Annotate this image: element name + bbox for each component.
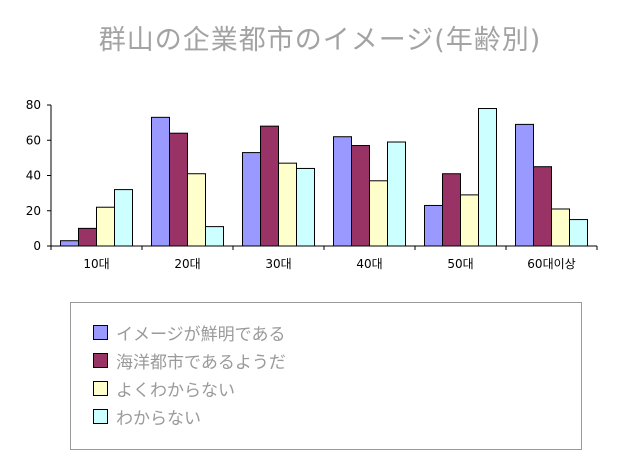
legend-swatch (93, 352, 108, 368)
legend-item: よくわからない (93, 377, 235, 401)
bar-1-40대 (333, 136, 352, 247)
y-tick-label: 0 (33, 239, 41, 253)
bar-3-60대이상 (551, 208, 570, 247)
bar-4-60대이상 (569, 219, 588, 247)
bar-2-10대 (78, 227, 97, 247)
bar-3-50대 (460, 194, 479, 247)
bar-3-20대 (187, 173, 206, 247)
bar-4-10대 (114, 189, 133, 247)
bar-4-30대 (296, 167, 315, 247)
x-tick-label: 10대 (83, 257, 109, 271)
x-tick-labels: 10대 20대 30대 40대 50대 60대이상 (83, 257, 575, 271)
legend-swatch (93, 380, 108, 396)
y-tick-labels: 0 20 40 60 80 (26, 98, 41, 253)
legend-label: わからない (116, 408, 201, 429)
legend-item: わからない (93, 405, 201, 429)
legend-swatch (93, 408, 108, 424)
bar-2-60대이상 (533, 166, 552, 247)
bar-4-20대 (205, 226, 224, 247)
bar-2-40대 (351, 145, 370, 247)
legend-label: よくわからない (116, 380, 235, 401)
bar-1-10대 (60, 240, 79, 247)
bar-3-30대 (278, 162, 297, 247)
x-tick-label: 60대이상 (527, 257, 575, 271)
legend-label: イメージが鮮明である (116, 324, 286, 345)
bar-1-60대이상 (515, 123, 534, 247)
legend: イメージが鮮明である 海洋都市であるようだ よくわからない わからない (70, 302, 582, 450)
x-tick-label: 50대 (447, 257, 473, 271)
bar-3-10대 (96, 206, 115, 247)
bars (60, 108, 588, 247)
bar-3-40대 (369, 180, 388, 247)
y-tick-label: 80 (26, 98, 41, 112)
legend-label: 海洋都市であるようだ (116, 352, 286, 373)
chart-title: 群山の企業都市のイメージ(年齢別) (98, 25, 542, 56)
bar-2-30대 (260, 125, 279, 247)
axes (47, 104, 598, 250)
bar-1-30대 (242, 152, 261, 247)
bar-2-20대 (169, 132, 188, 247)
legend-item: イメージが鮮明である (93, 321, 286, 345)
x-tick-label: 30대 (265, 257, 291, 271)
y-tick-label: 20 (26, 204, 41, 218)
legend-item: 海洋都市であるようだ (93, 349, 286, 373)
bar-4-40대 (387, 141, 406, 247)
bar-1-50대 (424, 204, 443, 247)
legend-swatch (93, 324, 108, 340)
y-tick-label: 40 (26, 169, 41, 183)
x-tick-label: 40대 (356, 257, 382, 271)
bar-1-20대 (151, 116, 170, 247)
bar-chart: 10대 20대 30대 40대 50대 60대이상 0 20 40 60 80 (26, 98, 598, 271)
bar-4-50대 (478, 108, 497, 247)
bar-2-50대 (442, 173, 461, 247)
y-tick-label: 60 (26, 133, 41, 147)
x-tick-label: 20대 (174, 257, 200, 271)
